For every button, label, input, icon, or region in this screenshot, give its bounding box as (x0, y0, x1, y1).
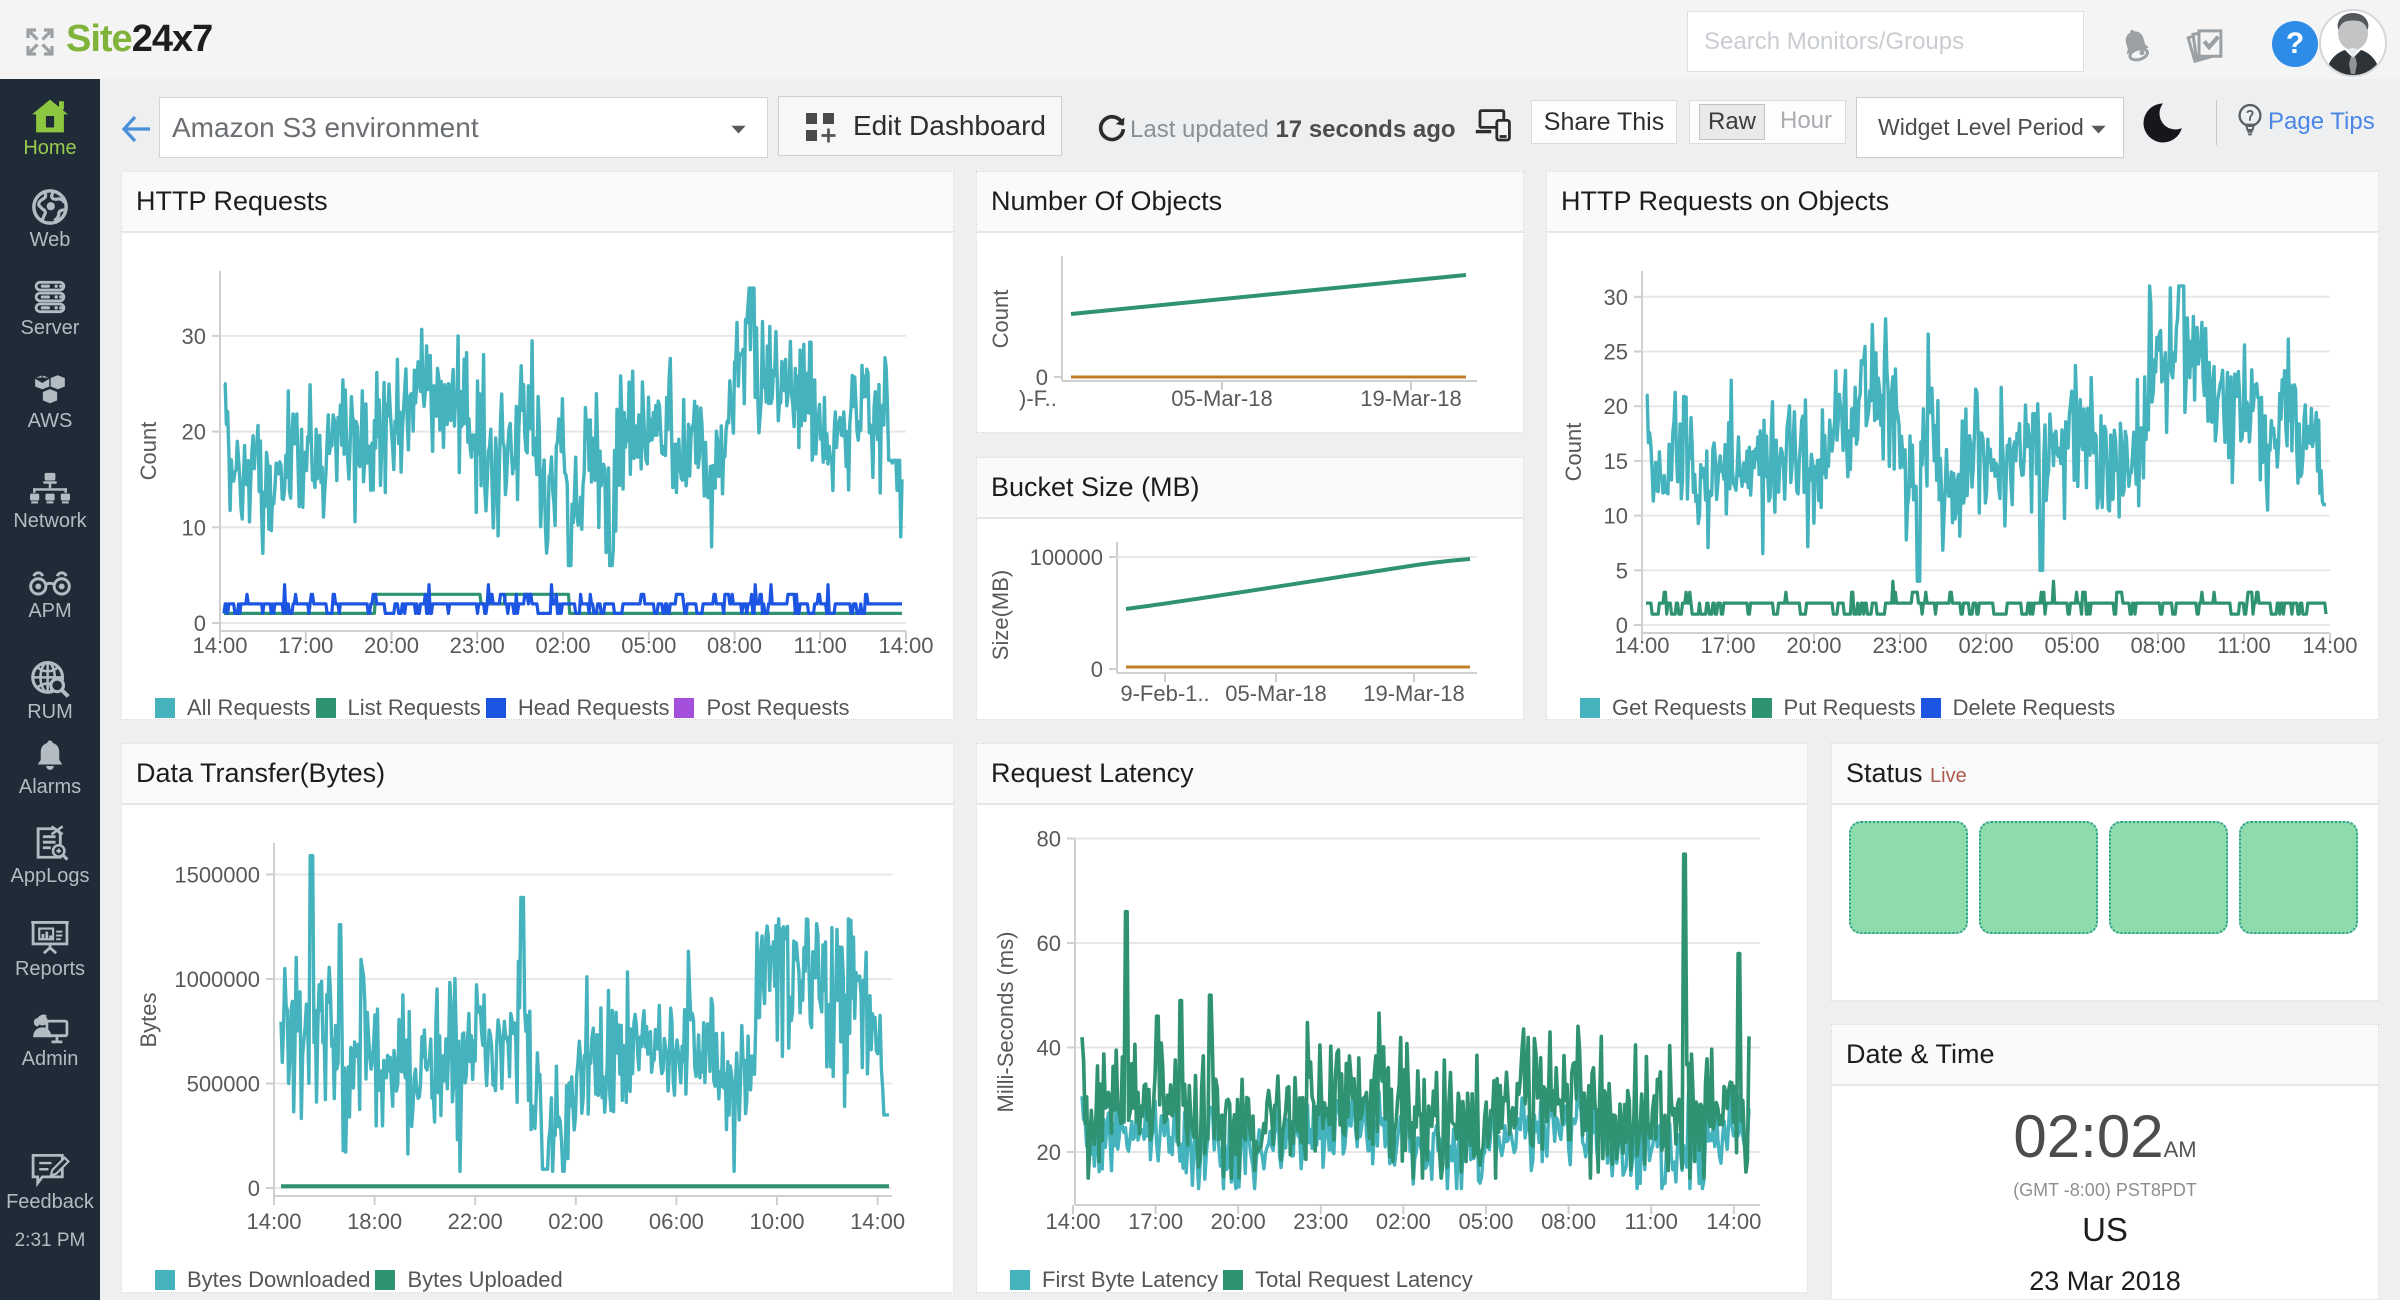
svg-text:14:00: 14:00 (192, 633, 247, 658)
svg-text:0: 0 (1091, 657, 1103, 682)
svg-text:02:00: 02:00 (535, 633, 590, 658)
svg-text:1000000: 1000000 (174, 967, 260, 992)
svg-text:15: 15 (1604, 449, 1628, 474)
svg-text:100000: 100000 (1030, 545, 1103, 570)
svg-text:23:00: 23:00 (1293, 1209, 1348, 1234)
svg-text:)-F..: )-F.. (1019, 386, 1057, 411)
svg-text:Size(MB): Size(MB) (988, 570, 1013, 660)
svg-text:08:00: 08:00 (2130, 633, 2185, 658)
svg-text:0: 0 (248, 1176, 260, 1201)
svg-text:11:00: 11:00 (2217, 633, 2270, 658)
svg-text:14:00: 14:00 (1614, 633, 1669, 658)
svg-text:17:00: 17:00 (278, 633, 333, 658)
svg-text:20: 20 (1037, 1140, 1061, 1165)
svg-text:5: 5 (1616, 558, 1628, 583)
svg-text:30: 30 (182, 324, 206, 349)
svg-text:30: 30 (1604, 285, 1628, 310)
svg-text:17:00: 17:00 (1700, 633, 1755, 658)
svg-text:80: 80 (1037, 827, 1061, 852)
svg-text:0: 0 (1036, 365, 1048, 390)
svg-text:08:00: 08:00 (1541, 1209, 1596, 1234)
svg-text:60: 60 (1037, 931, 1061, 956)
svg-text:9-Feb-1..: 9-Feb-1.. (1120, 681, 1209, 706)
svg-text:19-Mar-18: 19-Mar-18 (1360, 386, 1461, 411)
svg-text:02:00: 02:00 (548, 1209, 603, 1234)
svg-text:14:00: 14:00 (246, 1209, 301, 1234)
svg-text:Bytes: Bytes (136, 992, 161, 1047)
svg-text:Count: Count (988, 290, 1013, 349)
svg-text:40: 40 (1037, 1036, 1061, 1061)
svg-text:23:00: 23:00 (1872, 633, 1927, 658)
svg-text:Count: Count (136, 422, 161, 481)
svg-text:Count: Count (1561, 423, 1586, 482)
svg-text:05:00: 05:00 (1458, 1209, 1513, 1234)
svg-text:Milli-Seconds (ms): Milli-Seconds (ms) (993, 932, 1018, 1113)
svg-text:10: 10 (182, 515, 206, 540)
svg-text:05:00: 05:00 (621, 633, 676, 658)
svg-text:22:00: 22:00 (448, 1209, 503, 1234)
svg-text:08:00: 08:00 (707, 633, 762, 658)
svg-text:23:00: 23:00 (450, 633, 505, 658)
svg-text:0: 0 (1616, 613, 1628, 638)
svg-text:500000: 500000 (187, 1072, 260, 1097)
svg-text:1500000: 1500000 (174, 863, 260, 888)
svg-text:14:00: 14:00 (1045, 1209, 1100, 1234)
svg-text:18:00: 18:00 (347, 1209, 402, 1234)
svg-text:06:00: 06:00 (649, 1209, 704, 1234)
svg-text:19-Mar-18: 19-Mar-18 (1363, 681, 1464, 706)
svg-text:20:00: 20:00 (364, 633, 419, 658)
svg-text:0: 0 (194, 611, 206, 636)
svg-text:11:00: 11:00 (1624, 1209, 1677, 1234)
svg-text:14:00: 14:00 (878, 633, 933, 658)
svg-text:14:00: 14:00 (850, 1209, 905, 1234)
svg-text:20:00: 20:00 (1786, 633, 1841, 658)
svg-text:10: 10 (1604, 504, 1628, 529)
svg-text:02:00: 02:00 (1958, 633, 2013, 658)
svg-text:05:00: 05:00 (2044, 633, 2099, 658)
svg-text:20: 20 (1604, 394, 1628, 419)
svg-text:05-Mar-18: 05-Mar-18 (1225, 681, 1326, 706)
svg-text:20:00: 20:00 (1211, 1209, 1266, 1234)
svg-text:10:00: 10:00 (749, 1209, 804, 1234)
svg-text:14:00: 14:00 (1706, 1209, 1761, 1234)
svg-text:14:00: 14:00 (2302, 633, 2357, 658)
svg-text:02:00: 02:00 (1376, 1209, 1431, 1234)
svg-text:11:00: 11:00 (793, 633, 846, 658)
svg-text:17:00: 17:00 (1128, 1209, 1183, 1234)
svg-text:05-Mar-18: 05-Mar-18 (1171, 386, 1272, 411)
svg-text:20: 20 (182, 420, 206, 445)
svg-text:25: 25 (1604, 340, 1628, 365)
